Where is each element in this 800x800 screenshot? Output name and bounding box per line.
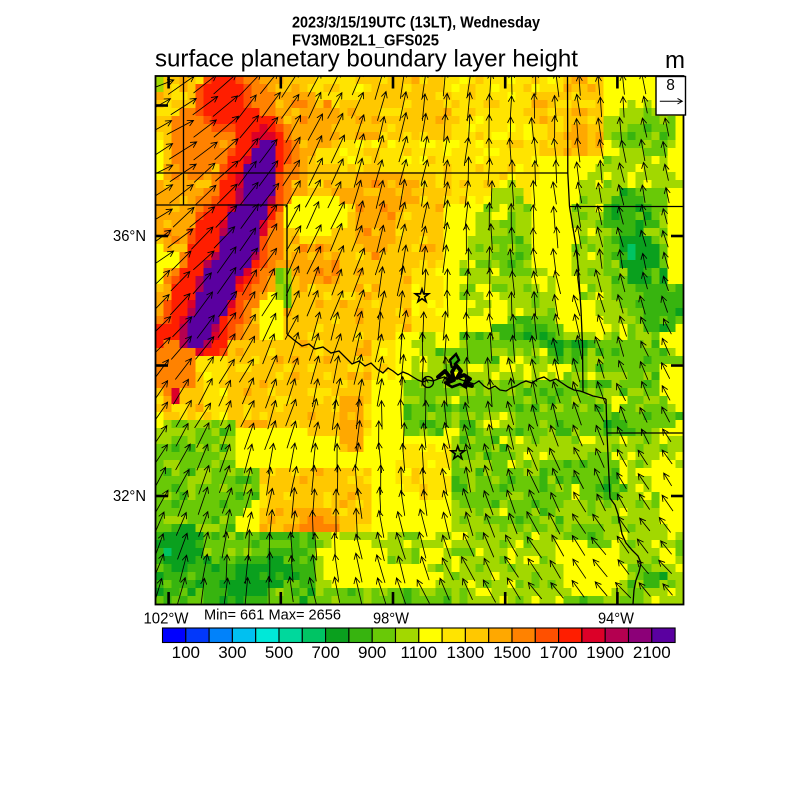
svg-text:8: 8 xyxy=(666,77,675,94)
svg-text:Min= 661 Max= 2656: Min= 661 Max= 2656 xyxy=(204,607,341,624)
svg-text:700: 700 xyxy=(311,643,339,662)
svg-text:36°N: 36°N xyxy=(113,228,146,245)
svg-text:94°W: 94°W xyxy=(598,611,635,628)
svg-text:2023/3/15/19UTC (13LT), Wednes: 2023/3/15/19UTC (13LT), Wednesday xyxy=(292,15,540,32)
svg-text:2100: 2100 xyxy=(633,643,671,662)
svg-text:300: 300 xyxy=(218,643,246,662)
svg-text:1500: 1500 xyxy=(493,643,531,662)
svg-text:102°W: 102°W xyxy=(144,611,190,628)
svg-text:1900: 1900 xyxy=(586,643,624,662)
svg-text:100: 100 xyxy=(172,643,200,662)
svg-text:surface planetary boundary lay: surface planetary boundary layer height xyxy=(155,46,578,73)
svg-text:1700: 1700 xyxy=(540,643,578,662)
svg-text:500: 500 xyxy=(265,643,293,662)
svg-text:m: m xyxy=(665,47,685,74)
svg-text:32°N: 32°N xyxy=(113,488,146,505)
svg-text:1300: 1300 xyxy=(446,643,484,662)
svg-text:900: 900 xyxy=(358,643,386,662)
svg-text:1100: 1100 xyxy=(401,643,438,662)
svg-text:98°W: 98°W xyxy=(373,611,410,628)
svg-text:FV3M0B2L1_GFS025: FV3M0B2L1_GFS025 xyxy=(292,33,439,50)
